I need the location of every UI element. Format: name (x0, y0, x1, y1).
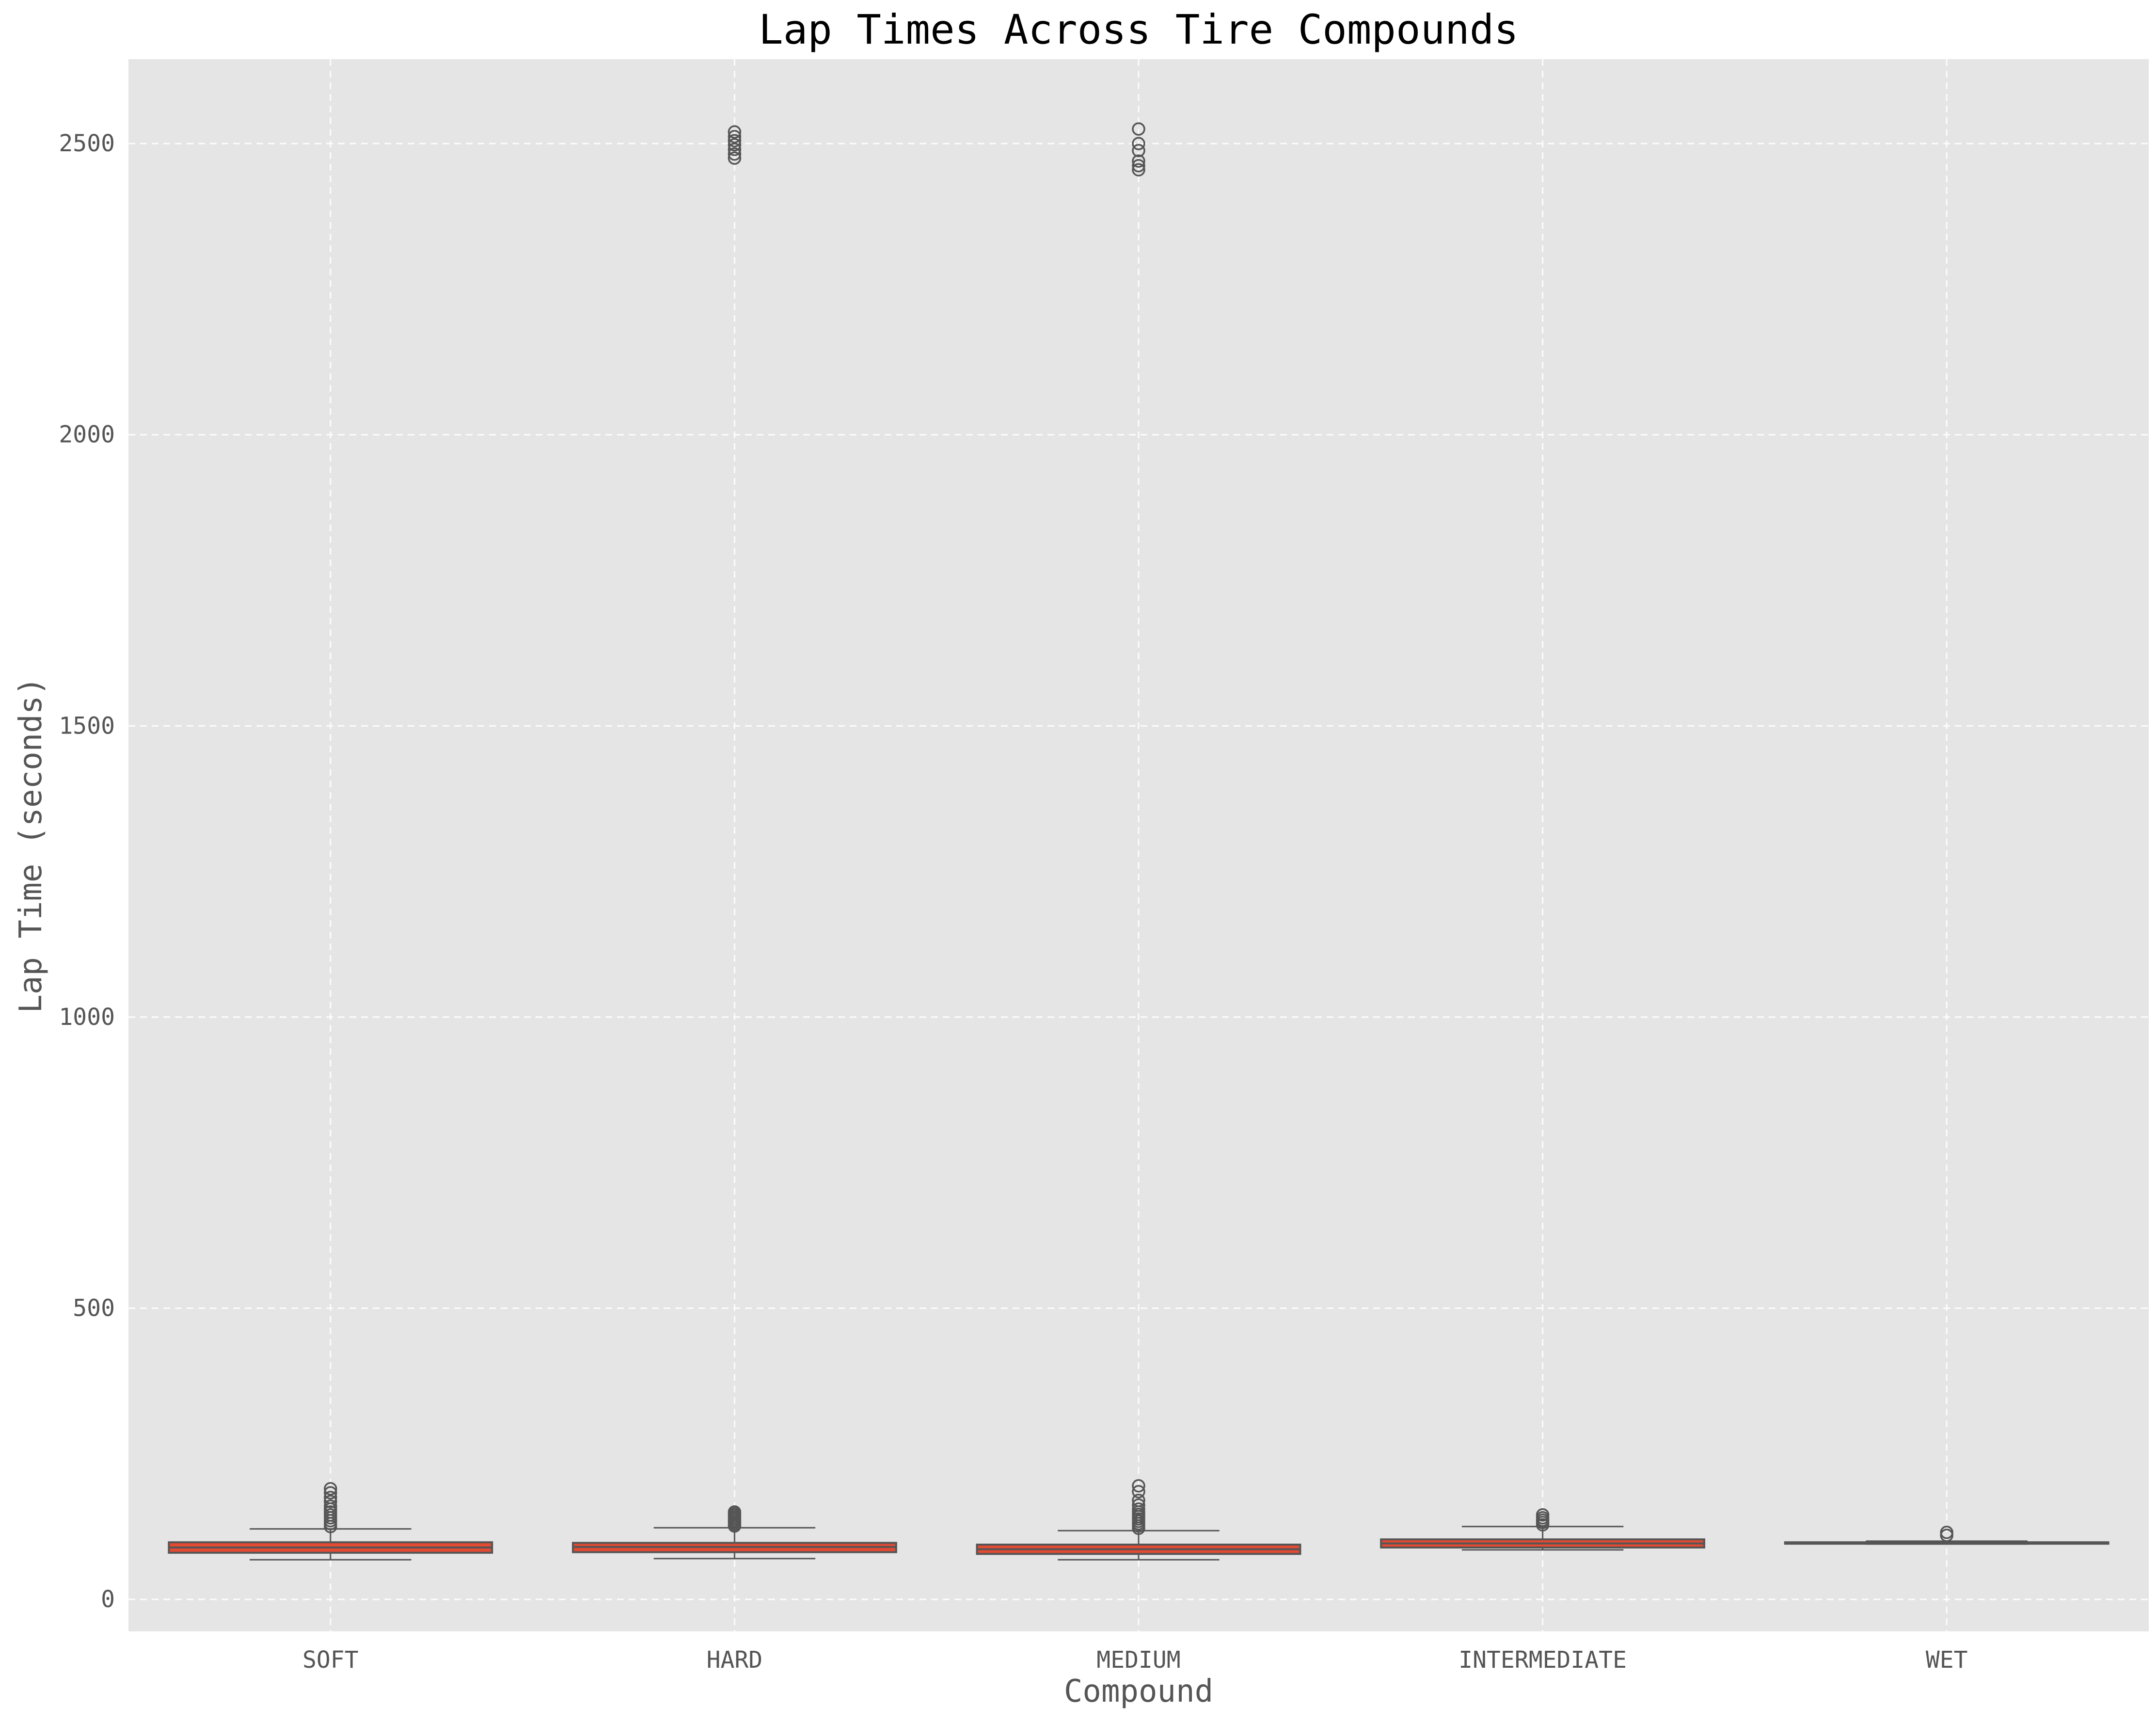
x-tick-label: WET (1926, 1646, 1968, 1674)
box-intermediate (1380, 1508, 1706, 1551)
outlier-point (728, 151, 742, 165)
outlier-point (324, 1500, 337, 1513)
box-wet (1784, 1526, 2109, 1545)
y-tick-label: 2000 (59, 421, 115, 448)
outlier-point (324, 1486, 337, 1500)
outlier-point (1132, 122, 1145, 136)
outlier-point (1132, 1494, 1145, 1507)
outlier-point (1132, 159, 1145, 173)
outlier-point (1536, 1508, 1550, 1522)
box-layer (168, 122, 2109, 1561)
chart-title: Lap Times Across Tire Compounds (759, 6, 1519, 53)
outlier-point (728, 129, 742, 144)
outlier-point (1132, 1498, 1145, 1512)
y-tick-label: 500 (73, 1294, 115, 1322)
outlier-point (324, 1482, 337, 1496)
y-tick-label: 1500 (59, 712, 115, 739)
y-tick-label: 1000 (59, 1004, 115, 1031)
outlier-point (728, 147, 742, 161)
outlier-point (324, 1490, 337, 1504)
x-tick-label: MEDIUM (1096, 1646, 1180, 1674)
y-axis-label: Lap Time (seconds) (13, 677, 49, 1013)
x-axis-label: Compound (1064, 1674, 1213, 1709)
box-hard (571, 125, 897, 1560)
grid-layer (128, 59, 2149, 1631)
x-tick-label: SOFT (302, 1646, 359, 1674)
outlier-point (728, 125, 742, 139)
box-medium (976, 122, 1301, 1561)
outlier-point (1132, 163, 1145, 176)
outlier-point (1132, 144, 1145, 158)
outlier-point (728, 138, 742, 152)
outlier-point (728, 143, 742, 156)
outlier-point (728, 134, 742, 147)
outlier-point (1940, 1526, 1953, 1539)
x-tick-label: INTERMEDIATE (1458, 1646, 1627, 1674)
y-tick-label: 0 (101, 1586, 115, 1613)
outlier-point (324, 1495, 337, 1508)
outlier-point (1132, 137, 1145, 150)
outlier-point (1132, 154, 1145, 168)
outlier-point (1132, 1502, 1145, 1516)
outlier-point (1132, 1484, 1145, 1499)
tick-layer: 0 500 1000 1500 2000 2500 SOFT HARD MEDIUM INTERM… (59, 130, 1967, 1674)
outlier-point (728, 1505, 742, 1519)
y-tick-label: 2500 (59, 130, 115, 157)
x-tick-label: HARD (707, 1646, 763, 1674)
outlier-point (1132, 1479, 1145, 1493)
box-soft (168, 1482, 493, 1561)
